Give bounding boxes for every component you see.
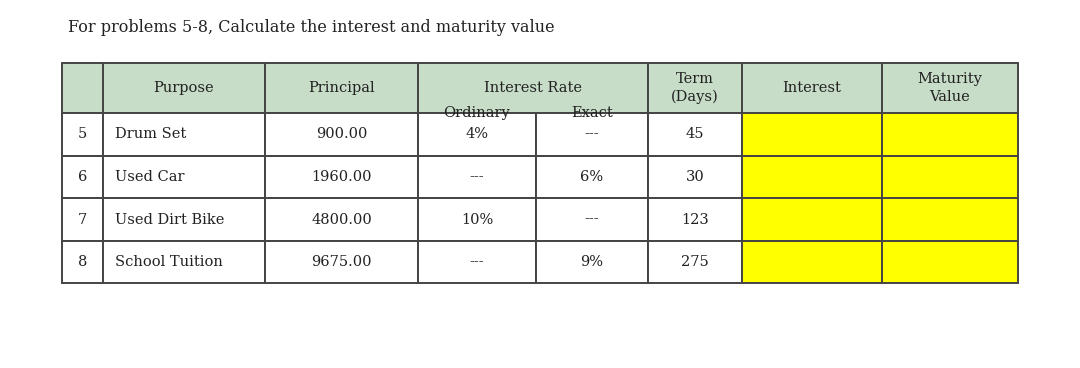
Polygon shape	[265, 63, 418, 113]
Text: Interest: Interest	[783, 81, 841, 95]
Polygon shape	[418, 241, 536, 283]
Polygon shape	[265, 198, 418, 241]
Text: For problems 5-8, Calculate the interest and maturity value: For problems 5-8, Calculate the interest…	[68, 20, 555, 36]
Polygon shape	[103, 156, 265, 198]
Polygon shape	[648, 156, 742, 198]
Text: ---: ---	[470, 255, 484, 269]
Polygon shape	[742, 241, 882, 283]
Text: Exact: Exact	[571, 106, 612, 120]
Polygon shape	[418, 113, 536, 156]
Text: 6: 6	[78, 170, 87, 184]
Text: ---: ---	[584, 212, 599, 226]
Polygon shape	[62, 198, 103, 241]
Text: Maturity: Maturity	[918, 72, 983, 86]
Polygon shape	[882, 63, 1018, 113]
Polygon shape	[742, 156, 882, 198]
Text: 30: 30	[686, 170, 704, 184]
Text: Purpose: Purpose	[153, 81, 214, 95]
Text: 275: 275	[681, 255, 708, 269]
Text: 5: 5	[78, 127, 87, 142]
Polygon shape	[742, 113, 882, 156]
Text: 6%: 6%	[580, 170, 604, 184]
Polygon shape	[536, 113, 648, 156]
Text: (Days): (Days)	[671, 90, 719, 104]
Polygon shape	[265, 241, 418, 283]
Text: 45: 45	[686, 127, 704, 142]
Polygon shape	[742, 63, 882, 113]
Text: Used Dirt Bike: Used Dirt Bike	[114, 212, 225, 226]
Polygon shape	[62, 156, 103, 198]
Text: 4%: 4%	[465, 127, 488, 142]
Polygon shape	[882, 156, 1018, 198]
Text: 900.00: 900.00	[315, 127, 367, 142]
Text: 7: 7	[78, 212, 87, 226]
Polygon shape	[648, 113, 742, 156]
Text: ---: ---	[470, 170, 484, 184]
Polygon shape	[103, 113, 265, 156]
Polygon shape	[418, 198, 536, 241]
Text: 123: 123	[681, 212, 708, 226]
Polygon shape	[648, 198, 742, 241]
Text: 4800.00: 4800.00	[311, 212, 372, 226]
Polygon shape	[882, 241, 1018, 283]
Text: Principal: Principal	[308, 81, 375, 95]
Text: Value: Value	[930, 90, 970, 104]
Polygon shape	[536, 198, 648, 241]
Text: ---: ---	[584, 127, 599, 142]
Polygon shape	[536, 156, 648, 198]
Text: 10%: 10%	[461, 212, 494, 226]
Polygon shape	[103, 198, 265, 241]
Text: 9%: 9%	[581, 255, 604, 269]
Text: School Tuition: School Tuition	[114, 255, 222, 269]
Polygon shape	[103, 63, 265, 113]
Polygon shape	[62, 113, 103, 156]
Text: 8: 8	[78, 255, 87, 269]
Text: 1960.00: 1960.00	[311, 170, 372, 184]
Polygon shape	[418, 63, 648, 113]
Text: Interest Rate: Interest Rate	[484, 81, 582, 95]
Text: Term: Term	[676, 72, 714, 86]
Polygon shape	[265, 113, 418, 156]
Polygon shape	[648, 241, 742, 283]
Polygon shape	[62, 63, 103, 113]
Text: Used Car: Used Car	[114, 170, 185, 184]
Polygon shape	[882, 198, 1018, 241]
Text: Drum Set: Drum Set	[114, 127, 186, 142]
Text: 9675.00: 9675.00	[311, 255, 372, 269]
Polygon shape	[648, 63, 742, 113]
Polygon shape	[265, 156, 418, 198]
Polygon shape	[742, 198, 882, 241]
Polygon shape	[418, 156, 536, 198]
Polygon shape	[882, 113, 1018, 156]
Polygon shape	[62, 241, 103, 283]
Polygon shape	[103, 241, 265, 283]
Polygon shape	[536, 241, 648, 283]
Text: Ordinary: Ordinary	[444, 106, 511, 120]
